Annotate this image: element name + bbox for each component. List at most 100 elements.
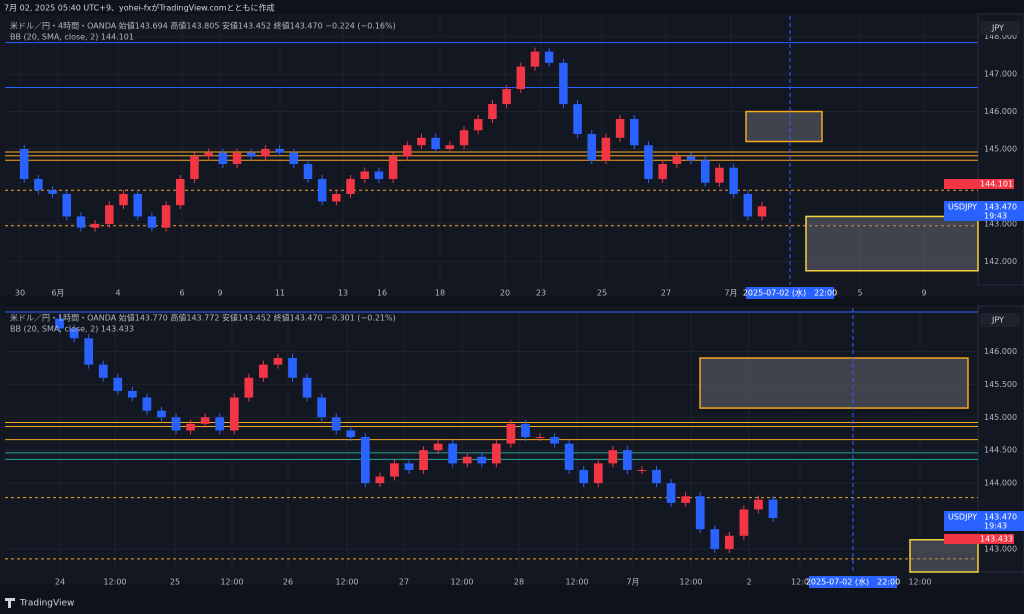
indicator: BB (20, SMA, close, 2) 144.101 <box>10 33 134 42</box>
x-tick-label: 4 <box>115 289 120 298</box>
candle <box>19 149 29 179</box>
candle <box>84 338 94 365</box>
candle <box>76 216 86 228</box>
y-tick-label: 146.000 <box>984 347 1017 356</box>
candle <box>346 178 355 194</box>
bb-price: 144.101 <box>980 180 1013 189</box>
brand: TradingView <box>19 599 74 609</box>
y-tick-label: 144.000 <box>984 479 1017 488</box>
candle <box>637 469 647 471</box>
candle <box>658 163 667 179</box>
candle <box>459 130 469 146</box>
candle <box>119 193 128 206</box>
last-price: 143.470 <box>984 513 1017 522</box>
candle <box>55 318 64 329</box>
candle <box>757 206 767 217</box>
x-tick-label: 23 <box>536 289 546 298</box>
candle <box>715 167 724 183</box>
candle <box>218 152 228 164</box>
x-tick-label: 7月 <box>626 578 639 587</box>
candle <box>615 119 625 138</box>
candle <box>473 119 483 131</box>
candle <box>317 397 327 418</box>
candle <box>302 377 312 398</box>
candle <box>105 205 114 224</box>
candle <box>445 145 455 150</box>
x-tick-label: 26 <box>283 578 293 587</box>
zone-box <box>699 357 969 409</box>
candle <box>431 137 440 150</box>
candle <box>587 134 596 161</box>
candle <box>681 496 691 503</box>
candle <box>259 364 268 378</box>
candle <box>623 450 632 470</box>
x-tick-label: 9 <box>217 289 222 298</box>
x-tick-label: 18 <box>435 289 445 298</box>
candle <box>360 171 369 179</box>
candle <box>530 51 540 67</box>
x-tick-label: 12:00 <box>679 578 702 587</box>
candle <box>419 450 428 470</box>
candle <box>157 410 166 418</box>
candle <box>317 178 327 202</box>
candle <box>544 51 554 63</box>
candle <box>652 469 661 484</box>
candle <box>171 417 181 431</box>
currency-bg <box>980 313 1020 327</box>
crosshair-label-bg <box>746 287 834 299</box>
bb-label-bg <box>944 179 1014 189</box>
candle <box>133 193 142 217</box>
candle <box>601 137 611 161</box>
header-title: 7月 02, 2025 05:40 UTC+9、yohei-fxがTrading… <box>4 3 275 13</box>
candle <box>288 358 297 378</box>
x-tick-label: 12:00 <box>908 578 931 587</box>
x-tick-label: 28 <box>514 578 524 587</box>
candle <box>232 152 242 164</box>
candle <box>186 423 195 431</box>
last-price: 143.470 <box>984 203 1017 212</box>
candle <box>375 476 385 484</box>
candle <box>388 156 398 179</box>
candle <box>229 397 239 431</box>
candle <box>739 509 749 536</box>
candle <box>69 328 79 339</box>
x-tick-label: 6月 <box>51 289 64 298</box>
legend: 米ドル／円・1時間・OANDA 始値143.770 高値143.772 安値14… <box>10 313 396 323</box>
bb-price: 143.433 <box>980 535 1013 544</box>
candle <box>200 417 210 424</box>
candle <box>506 423 516 444</box>
y-tick-label: 148.000 <box>984 32 1017 41</box>
candle <box>161 205 171 228</box>
x-tick-label: 9 <box>921 289 926 298</box>
candle <box>404 463 414 470</box>
candle <box>417 137 426 146</box>
y-tick-label: 145.000 <box>984 145 1017 154</box>
x-tick-label: 16 <box>377 289 387 298</box>
candle <box>48 190 57 194</box>
zone-box <box>745 110 823 143</box>
x-tick-label: 5 <box>857 289 862 298</box>
candle <box>564 443 574 470</box>
y-tick-label: 143.000 <box>984 544 1017 553</box>
candle <box>743 193 753 217</box>
crosshair-label: 2025-07-02 (水) 22:00 <box>743 288 837 298</box>
candle <box>62 193 72 217</box>
y-tick-label: 142.000 <box>984 257 1017 266</box>
candle <box>710 529 720 549</box>
x-tick-label: 13 <box>338 289 348 298</box>
candle <box>142 397 152 411</box>
y-tick-label: 147.000 <box>984 70 1017 79</box>
indicator: BB (20, SMA, close, 2) 143.433 <box>10 325 134 334</box>
x-tick-label: 25 <box>597 289 607 298</box>
candle <box>204 152 213 157</box>
x-tick-label: 6 <box>179 289 184 298</box>
candle <box>573 104 582 135</box>
price-axis <box>977 305 1024 573</box>
zone-box <box>805 215 979 272</box>
candle <box>433 443 443 451</box>
x-tick-label: 24 <box>55 578 65 587</box>
currency-bg <box>980 21 1020 35</box>
candle <box>261 149 270 157</box>
candle <box>360 437 370 484</box>
candle <box>686 156 696 161</box>
